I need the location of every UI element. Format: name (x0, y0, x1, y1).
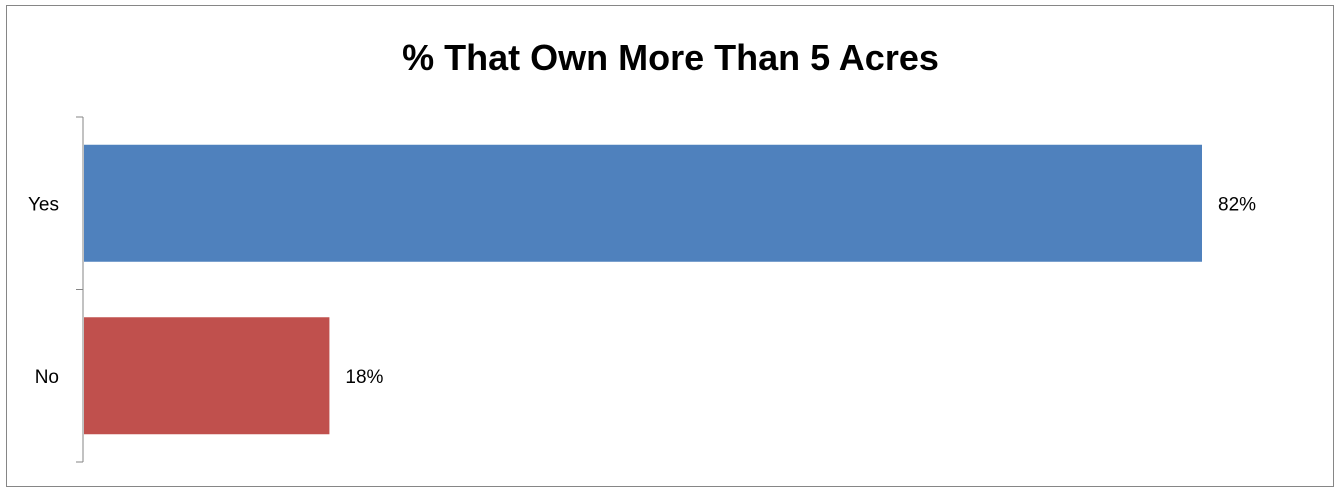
category-label: Yes (28, 194, 59, 215)
chart-title: % That Own More Than 5 Acres (402, 37, 939, 78)
bar-yes (84, 144, 1202, 262)
bar-no (84, 317, 330, 435)
data-label: 82% (1218, 194, 1256, 215)
data-label: 18% (345, 367, 383, 388)
category-label: No (35, 367, 59, 388)
